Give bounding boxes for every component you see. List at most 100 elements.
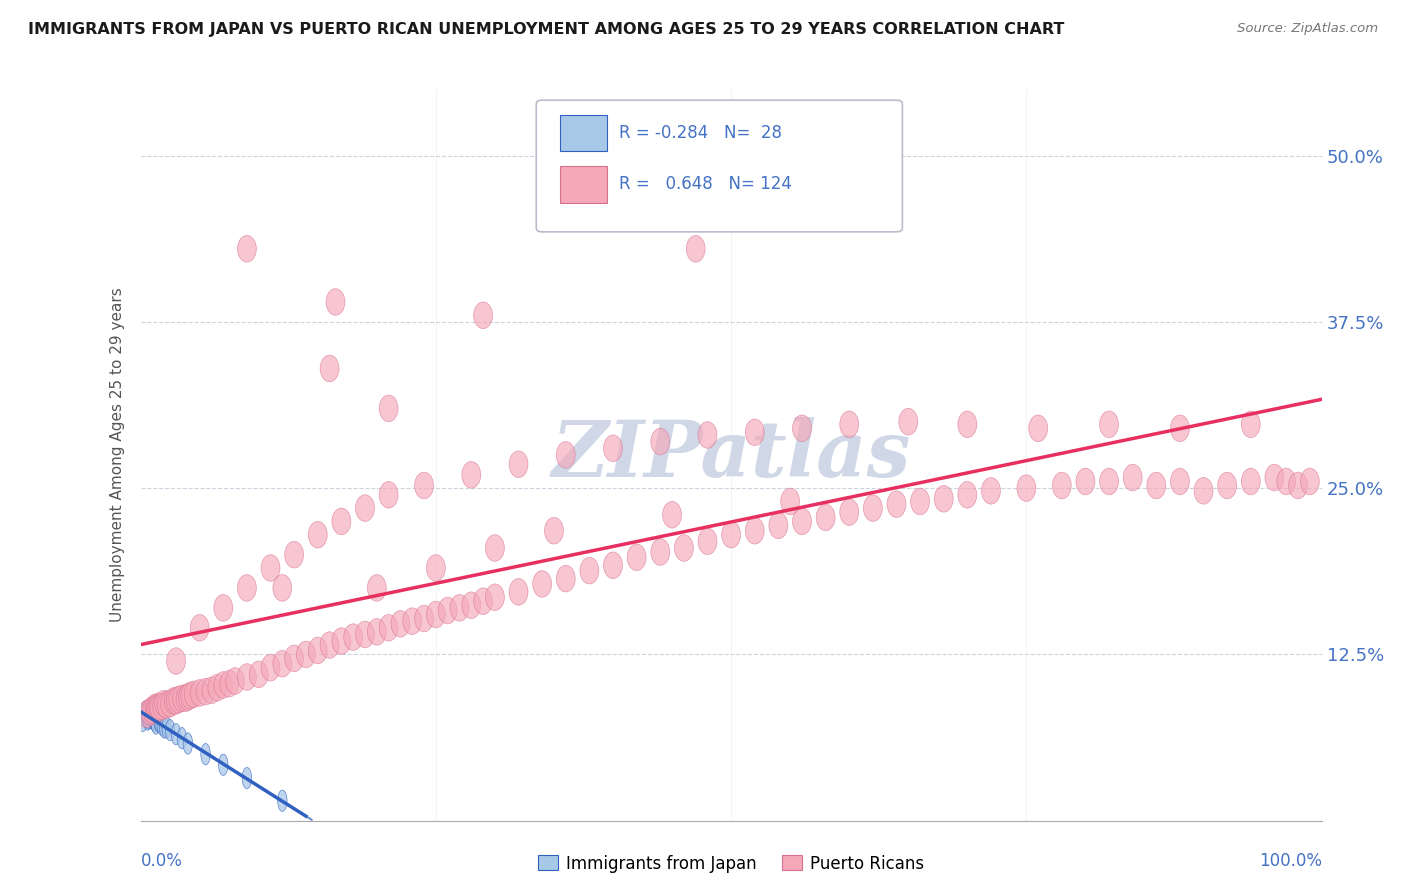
Ellipse shape [662, 501, 682, 528]
Ellipse shape [157, 714, 166, 736]
Ellipse shape [145, 707, 153, 729]
Ellipse shape [150, 710, 159, 731]
Ellipse shape [219, 671, 239, 697]
Ellipse shape [159, 717, 169, 739]
Ellipse shape [249, 661, 269, 688]
Ellipse shape [533, 571, 551, 598]
Ellipse shape [284, 645, 304, 672]
Ellipse shape [332, 508, 352, 534]
Ellipse shape [166, 720, 174, 741]
Ellipse shape [202, 677, 221, 704]
Ellipse shape [745, 419, 765, 446]
Ellipse shape [367, 618, 387, 645]
Ellipse shape [603, 435, 623, 461]
Ellipse shape [557, 566, 575, 592]
Ellipse shape [343, 624, 363, 650]
Ellipse shape [957, 482, 977, 508]
Y-axis label: Unemployment Among Ages 25 to 29 years: Unemployment Among Ages 25 to 29 years [110, 287, 125, 623]
Ellipse shape [146, 696, 166, 723]
Ellipse shape [152, 693, 172, 720]
Ellipse shape [380, 615, 398, 641]
Ellipse shape [651, 428, 669, 455]
Ellipse shape [262, 655, 280, 681]
Ellipse shape [1265, 464, 1284, 491]
Ellipse shape [138, 710, 148, 731]
Text: Source: ZipAtlas.com: Source: ZipAtlas.com [1237, 22, 1378, 36]
Ellipse shape [651, 539, 669, 566]
Ellipse shape [153, 710, 163, 731]
Ellipse shape [415, 605, 433, 632]
Ellipse shape [152, 713, 160, 734]
Ellipse shape [439, 598, 457, 624]
Ellipse shape [157, 691, 176, 718]
Ellipse shape [450, 595, 470, 621]
Ellipse shape [308, 522, 328, 548]
Ellipse shape [326, 289, 344, 315]
Ellipse shape [169, 686, 188, 713]
Ellipse shape [273, 650, 292, 677]
Ellipse shape [1218, 472, 1237, 499]
Ellipse shape [981, 477, 1001, 504]
Ellipse shape [145, 694, 165, 721]
Ellipse shape [148, 706, 157, 728]
Ellipse shape [898, 409, 918, 435]
Ellipse shape [321, 632, 339, 658]
Ellipse shape [367, 574, 387, 601]
Ellipse shape [172, 723, 181, 745]
Ellipse shape [793, 508, 811, 534]
Ellipse shape [839, 499, 859, 525]
Ellipse shape [166, 688, 186, 714]
Ellipse shape [332, 628, 352, 655]
Ellipse shape [181, 682, 200, 709]
Ellipse shape [627, 544, 647, 571]
Ellipse shape [697, 528, 717, 555]
Ellipse shape [145, 704, 155, 725]
Ellipse shape [155, 690, 174, 717]
Ellipse shape [957, 411, 977, 438]
Ellipse shape [1170, 415, 1189, 442]
Ellipse shape [238, 235, 256, 262]
Ellipse shape [721, 522, 741, 548]
Ellipse shape [149, 709, 159, 731]
Ellipse shape [461, 592, 481, 618]
Ellipse shape [155, 712, 165, 733]
Ellipse shape [780, 488, 800, 515]
Ellipse shape [160, 690, 180, 717]
Ellipse shape [1241, 468, 1260, 495]
Ellipse shape [143, 697, 162, 723]
Ellipse shape [1147, 472, 1166, 499]
Ellipse shape [1099, 468, 1119, 495]
Ellipse shape [509, 451, 529, 477]
Ellipse shape [1170, 468, 1189, 495]
Ellipse shape [179, 683, 197, 710]
Ellipse shape [184, 681, 204, 707]
Ellipse shape [1123, 464, 1142, 491]
Ellipse shape [426, 555, 446, 582]
Ellipse shape [461, 461, 481, 488]
Ellipse shape [148, 694, 166, 721]
Ellipse shape [141, 698, 159, 725]
Ellipse shape [297, 641, 315, 668]
Ellipse shape [579, 558, 599, 584]
Ellipse shape [1277, 468, 1296, 495]
Ellipse shape [1241, 411, 1260, 438]
Ellipse shape [201, 744, 211, 764]
Ellipse shape [380, 482, 398, 508]
Ellipse shape [1099, 411, 1119, 438]
Ellipse shape [214, 672, 233, 698]
Ellipse shape [149, 693, 167, 720]
Text: ZIPatlas: ZIPatlas [551, 417, 911, 493]
Ellipse shape [177, 728, 187, 748]
Ellipse shape [146, 705, 156, 726]
Ellipse shape [136, 701, 156, 728]
Legend: Immigrants from Japan, Puerto Ricans: Immigrants from Japan, Puerto Ricans [531, 848, 931, 880]
Ellipse shape [277, 790, 287, 812]
Ellipse shape [208, 674, 226, 701]
Ellipse shape [793, 415, 811, 442]
Ellipse shape [139, 704, 149, 725]
Ellipse shape [380, 395, 398, 422]
Ellipse shape [142, 706, 152, 728]
Ellipse shape [214, 595, 233, 621]
Ellipse shape [238, 574, 256, 601]
Ellipse shape [145, 705, 153, 726]
